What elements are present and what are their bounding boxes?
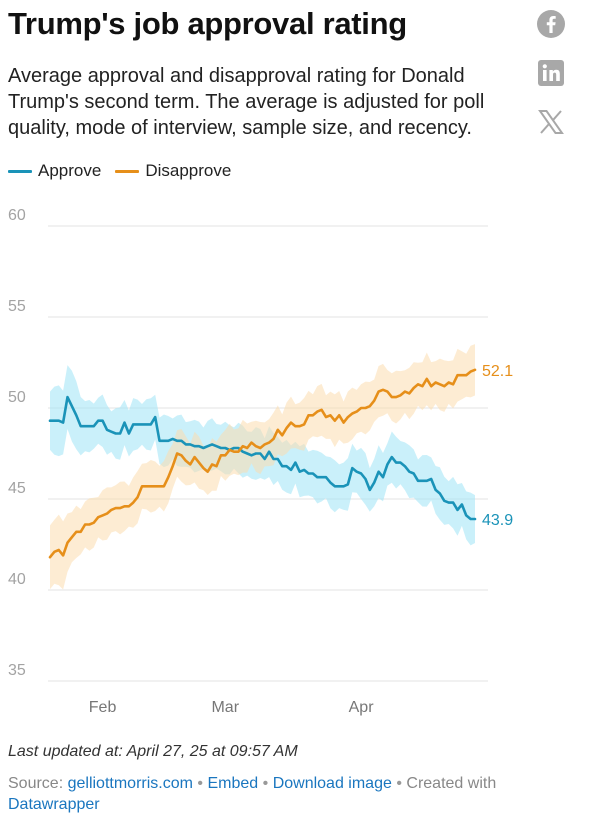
chart-legend: Approve Disapprove: [8, 160, 245, 182]
source-line: Source: gelliottmorris.com • Embed • Dow…: [8, 773, 568, 815]
linkedin-icon: [538, 60, 564, 86]
y-tick-label: 55: [8, 298, 26, 315]
separator: •: [262, 775, 269, 792]
x-share-button[interactable]: [536, 107, 566, 137]
x-tick-label: Apr: [349, 699, 375, 716]
y-tick-label: 60: [8, 207, 26, 224]
source-link[interactable]: gelliottmorris.com: [67, 775, 193, 792]
series-line-disapprove: [48, 368, 477, 559]
last-updated-text: Last updated at: April 27, 25 at 09:57 A…: [8, 743, 298, 760]
separator: •: [396, 775, 402, 792]
y-tick-label: 50: [8, 389, 26, 406]
created-with-text: Created with: [406, 775, 497, 792]
legend-swatch-disapprove: [115, 169, 140, 173]
approval-line-chart: 35 40 45 50 55 60 Feb Mar Apr 43.9 52.1: [8, 207, 513, 716]
x-tick-label: Feb: [89, 699, 117, 716]
legend-swatch-approve: [8, 169, 32, 173]
legend-item-disapprove: Disapprove: [115, 161, 231, 181]
series-line-approve: [48, 395, 477, 521]
separator: •: [197, 775, 204, 792]
y-tick-label: 40: [8, 571, 26, 588]
source-prefix: Source:: [8, 775, 68, 792]
legend-label-approve: Approve: [38, 161, 102, 180]
y-tick-label: 35: [8, 662, 26, 679]
y-tick-label: 45: [8, 480, 26, 497]
datawrapper-link[interactable]: Datawrapper: [8, 796, 100, 813]
facebook-icon: [537, 10, 565, 38]
end-value-label-disapprove: 52.1: [482, 363, 513, 380]
facebook-share-button[interactable]: [536, 9, 566, 39]
legend-label-disapprove: Disapprove: [145, 161, 232, 180]
chart-subtitle: Average approval and disapproval rating …: [8, 65, 485, 139]
chart-title: Trump's job approval rating: [8, 6, 407, 41]
x-icon: [538, 110, 564, 134]
linkedin-share-button[interactable]: [536, 58, 566, 88]
embed-link[interactable]: Embed: [207, 775, 259, 792]
x-tick-label: Mar: [211, 699, 239, 716]
end-value-label-approve: 43.9: [482, 512, 513, 529]
download-image-link[interactable]: Download image: [272, 775, 392, 792]
legend-item-approve: Approve: [8, 161, 101, 181]
